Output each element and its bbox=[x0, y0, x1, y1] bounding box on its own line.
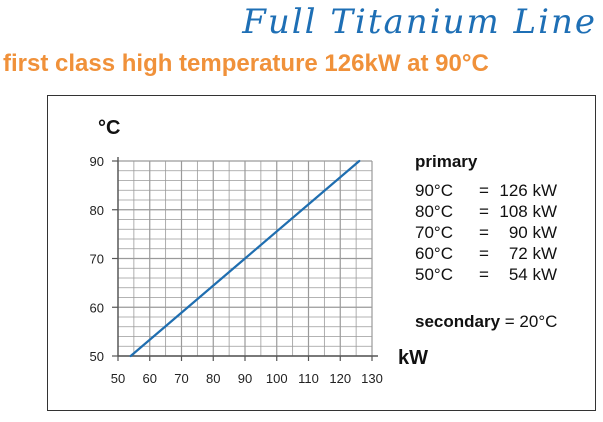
legend-primary-row: 80°C = 108 kW bbox=[415, 201, 557, 222]
legend-secondary-value: = 20°C bbox=[500, 312, 558, 331]
legend-row-power: 90 kW bbox=[508, 223, 557, 242]
legend-primary-title: primary bbox=[415, 152, 478, 171]
legend-row-equals: = bbox=[479, 265, 489, 284]
x-tick-label: 80 bbox=[206, 371, 220, 386]
legend-row-temp: 90°C bbox=[415, 181, 453, 200]
legend-row-equals: = bbox=[479, 181, 489, 200]
x-tick-label: 120 bbox=[329, 371, 351, 386]
legend-primary-row: 60°C = 72 kW bbox=[415, 243, 557, 264]
legend-row-temp: 70°C bbox=[415, 223, 453, 242]
x-axis-label: kW bbox=[398, 347, 428, 369]
y-tick-label: 90 bbox=[90, 154, 104, 169]
legend-row-temp: 60°C bbox=[415, 244, 453, 263]
chart-axes bbox=[112, 157, 378, 361]
legend-primary-row: 70°C = 90 kW bbox=[415, 222, 557, 243]
x-tick-label: 90 bbox=[238, 371, 252, 386]
x-tick-label: 70 bbox=[174, 371, 188, 386]
legend-primary-row: 90°C = 126 kW bbox=[415, 180, 557, 201]
y-tick-label: 60 bbox=[90, 300, 104, 315]
legend-row-power: 108 kW bbox=[499, 202, 557, 221]
x-tick-label: 50 bbox=[111, 371, 125, 386]
y-axis-label: °C bbox=[98, 117, 120, 139]
x-tick-label: 60 bbox=[143, 371, 157, 386]
y-tick-label: 50 bbox=[90, 349, 104, 364]
brand-script-title: Full Titanium Line bbox=[242, 2, 597, 42]
legend-row-power: 54 kW bbox=[508, 265, 557, 284]
legend-primary-row: 50°C = 54 kW bbox=[415, 264, 557, 285]
y-tick-label: 80 bbox=[90, 203, 104, 218]
x-tick-label: 110 bbox=[298, 371, 319, 386]
legend-row-power: 72 kW bbox=[508, 244, 557, 263]
legend-row-equals: = bbox=[479, 223, 489, 242]
page-headline: first class high temperature 126kW at 90… bbox=[3, 50, 489, 77]
legend-secondary: secondary = 20°C bbox=[415, 312, 557, 332]
legend: primary 90°C = 126 kW 80°C = 108 kW 70°C = 90 kW… bbox=[415, 152, 557, 331]
legend-row-temp: 50°C bbox=[415, 265, 453, 284]
x-tick-label: 130 bbox=[361, 371, 383, 386]
y-tick-label: 70 bbox=[90, 252, 104, 267]
x-tick-label: 100 bbox=[266, 371, 288, 386]
chart-panel bbox=[47, 95, 596, 411]
legend-row-power: 126 kW bbox=[499, 181, 557, 200]
chart-tick-labels: 50 60 70 80 90 100 110 120 130 50 60 70 80 90 bbox=[90, 154, 383, 386]
chart-series bbox=[129, 159, 361, 358]
legend-row-equals: = bbox=[479, 202, 489, 221]
series-line bbox=[129, 159, 361, 358]
legend-primary-rows: 90°C = 126 kW 80°C = 108 kW 70°C = 90 kW 60°C = 72 … bbox=[415, 180, 557, 285]
legend-row-equals: = bbox=[479, 244, 489, 263]
legend-row-temp: 80°C bbox=[415, 202, 453, 221]
legend-secondary-label: secondary bbox=[415, 312, 501, 331]
